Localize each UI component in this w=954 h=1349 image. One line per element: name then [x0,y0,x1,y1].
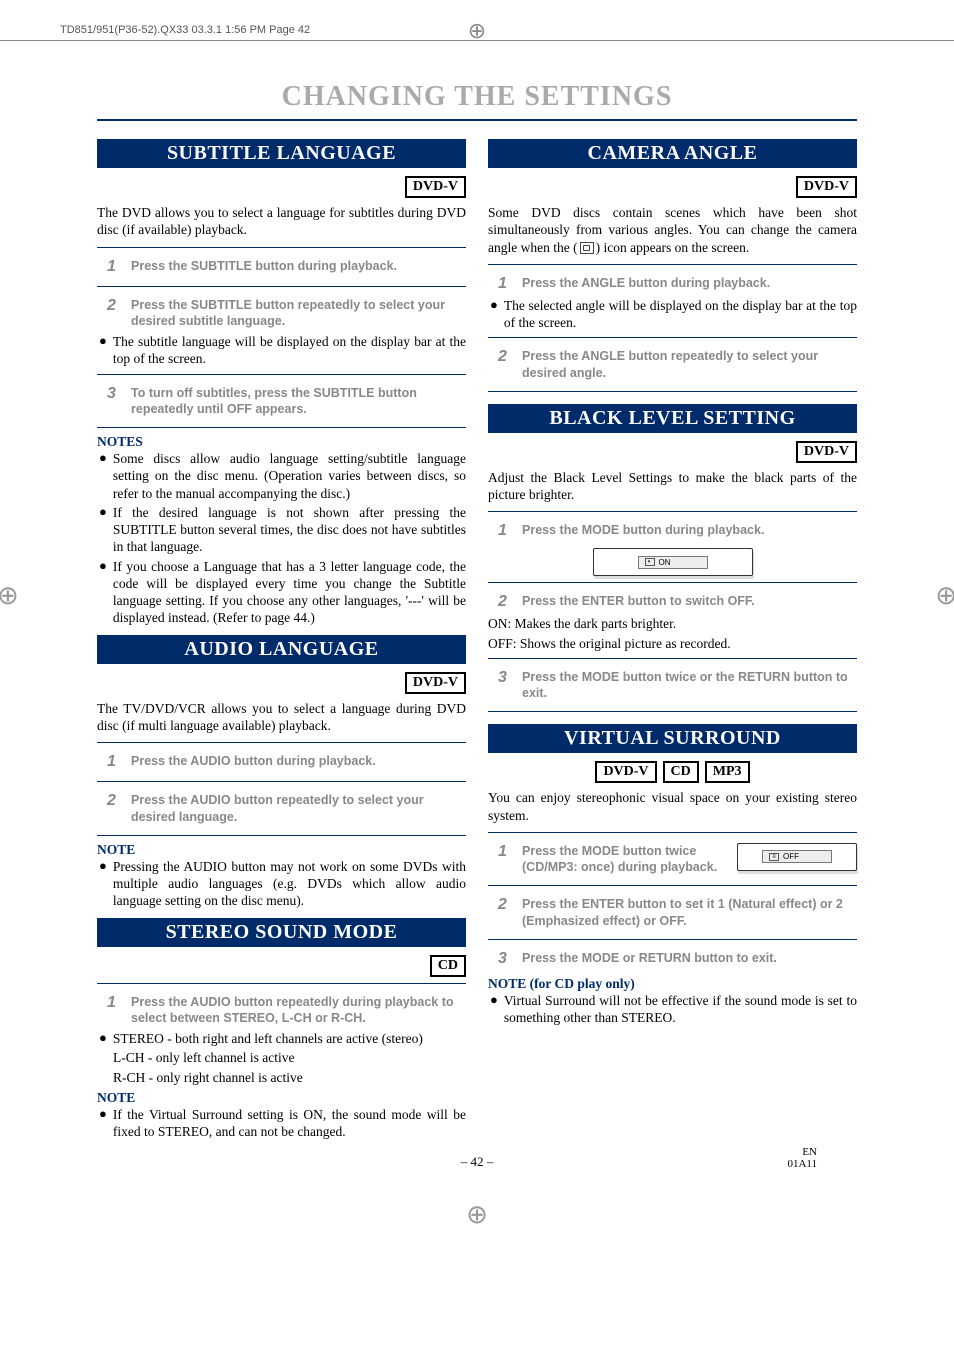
audio-intro: The TV/DVD/VCR allows you to select a la… [97,700,466,735]
subtitle-after2: The subtitle language will be displayed … [113,333,466,368]
step-text: Press the SUBTITLE button during playbac… [131,258,397,274]
crop-mark-bottom: ⊕ [97,1200,857,1230]
osd-virtual: ≡OFF [737,843,857,871]
camera-bar: CAMERA ANGLE [488,139,857,168]
osd-icon: ◐ [645,558,655,566]
tag-dvdv: DVD-V [405,672,466,694]
tag-cd: CD [430,955,466,977]
notes-head: NOTES [97,434,466,450]
crop-mark-top: ⊕ [468,18,486,44]
black-bar: BLACK LEVEL SETTING [488,404,857,433]
crop-mark-left: ⊕ [0,581,19,611]
tag-dvdv: DVD-V [796,176,857,198]
camera-intro: Some DVD discs contain scenes which have… [488,204,857,256]
left-column: SUBTITLE LANGUAGE DVD-V The DVD allows y… [97,139,466,1142]
page-title: CHANGING THE SETTINGS [97,81,857,113]
note-head: NOTE [97,842,466,858]
angle-icon [580,242,594,254]
tag-dvdv: DVD-V [405,176,466,198]
subtitle-bar: SUBTITLE LANGUAGE [97,139,466,168]
tag-dvdv: DVD-V [796,441,857,463]
tag-cd: CD [663,761,699,783]
stereo-bar: STEREO SOUND MODE [97,918,466,947]
subtitle-tags: DVD-V [97,176,466,198]
tag-dvdv: DVD-V [595,761,656,783]
right-column: CAMERA ANGLE DVD-V Some DVD discs contai… [488,139,857,1142]
osd-black: ◐ON [593,548,753,576]
tag-mp3: MP3 [705,761,750,783]
title-rule [97,119,857,121]
virtual-intro: You can enjoy stereophonic visual space … [488,789,857,824]
step-num: 1 [107,258,121,276]
osd-icon: ≡ [769,853,779,861]
audio-bar: AUDIO LANGUAGE [97,635,466,664]
black-intro: Adjust the Black Level Settings to make … [488,469,857,504]
crop-mark-right: ⊕ [935,581,954,611]
subtitle-intro: The DVD allows you to select a language … [97,204,466,239]
virtual-bar: VIRTUAL SURROUND [488,724,857,753]
